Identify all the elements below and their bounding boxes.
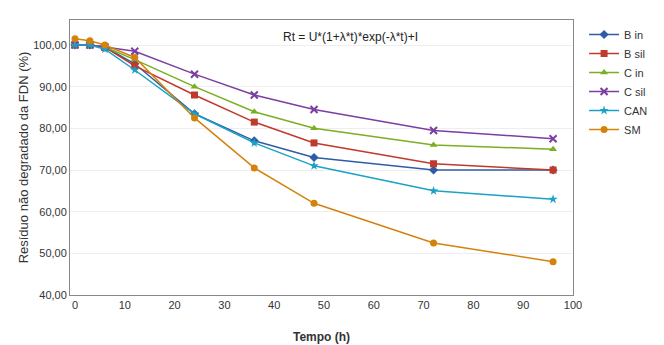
svg-text:70,00: 70,00	[39, 164, 67, 176]
svg-text:100,00: 100,00	[33, 39, 67, 51]
svg-text:80: 80	[467, 299, 479, 311]
svg-text:40: 40	[268, 299, 280, 311]
svg-text:10: 10	[119, 299, 131, 311]
svg-text:90: 90	[517, 299, 529, 311]
svg-text:90,00: 90,00	[39, 81, 67, 93]
svg-text:60,00: 60,00	[39, 206, 67, 218]
svg-text:B sil: B sil	[624, 48, 645, 60]
svg-text:B in: B in	[624, 29, 643, 41]
svg-text:SM: SM	[624, 124, 641, 136]
svg-text:30: 30	[218, 299, 230, 311]
svg-text:Resíduo não degradado da FDN (: Resíduo não degradado da FDN (%)	[16, 52, 31, 264]
svg-text:Rt = U*(1+λ*t)*exp(-λ*t)+I: Rt = U*(1+λ*t)*exp(-λ*t)+I	[283, 30, 418, 44]
svg-text:20: 20	[168, 299, 180, 311]
svg-text:CAN: CAN	[624, 105, 647, 117]
svg-text:Tempo (h): Tempo (h)	[293, 330, 350, 344]
svg-text:50: 50	[318, 299, 330, 311]
svg-text:C sil: C sil	[624, 86, 645, 98]
svg-text:C in: C in	[624, 67, 644, 79]
svg-text:40,00: 40,00	[39, 289, 67, 301]
svg-text:80,00: 80,00	[39, 122, 67, 134]
svg-text:60: 60	[368, 299, 380, 311]
svg-text:50,00: 50,00	[39, 247, 67, 259]
svg-text:0: 0	[72, 299, 78, 311]
svg-text:70: 70	[417, 299, 429, 311]
svg-text:100: 100	[564, 299, 582, 311]
